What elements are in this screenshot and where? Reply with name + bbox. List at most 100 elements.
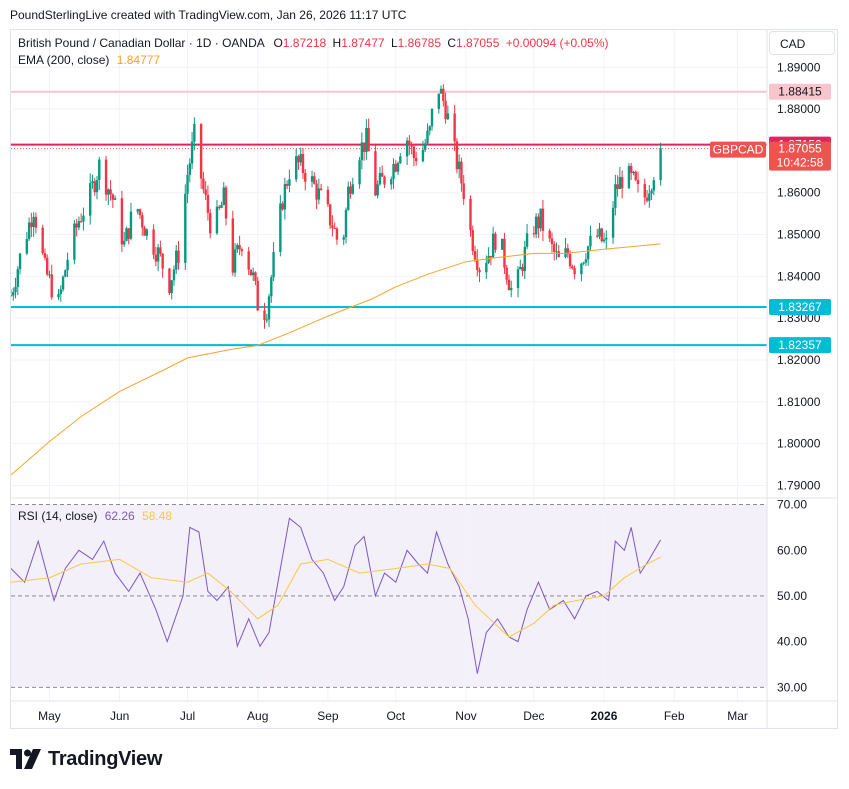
candle-body — [231, 218, 235, 273]
candle-body — [643, 184, 646, 198]
time-tick-label: Jun — [110, 709, 129, 723]
candle-body — [152, 229, 155, 255]
low-label: L — [390, 36, 398, 50]
candle-body — [525, 233, 529, 247]
instrument-title: British Pound / Canadian Dollar · 1D · O… — [18, 36, 265, 50]
candle-body — [41, 227, 44, 254]
candle-body — [586, 246, 590, 260]
candle-body — [444, 100, 447, 120]
candle-body — [351, 184, 354, 194]
candle-body — [143, 227, 146, 236]
candle-body — [473, 251, 477, 260]
candle-body — [650, 190, 653, 194]
candle-body — [107, 189, 110, 195]
candle-body — [141, 215, 144, 228]
candle-body — [598, 228, 601, 237]
price-tick-label: 1.81000 — [777, 395, 821, 409]
candle-body — [317, 188, 321, 200]
candle-body — [328, 204, 332, 226]
candle-body — [265, 319, 268, 321]
candle-body — [589, 235, 592, 247]
candle-body — [75, 223, 78, 228]
candle-body — [333, 227, 336, 229]
close-label: C — [447, 36, 457, 50]
candle-body — [236, 245, 239, 250]
rsi-legend[interactable]: RSI (14, close) 62.26 58.48 — [18, 509, 172, 523]
price-tick-label: 1.80000 — [777, 437, 821, 451]
tradingview-brand[interactable]: TradingView — [10, 746, 162, 772]
candle-body — [620, 177, 624, 189]
rsi-value: 62.26 — [104, 509, 135, 523]
time-axis[interactable]: May Jun Jul Aug Sep Oct Nov Dec 2026 Feb Mar — [38, 709, 748, 723]
time-tick-label: Dec — [523, 709, 544, 723]
candle-body — [614, 184, 617, 208]
candle-body — [376, 184, 379, 196]
candle-body — [199, 123, 203, 179]
candle-body — [550, 238, 554, 245]
time-tick-label: Oct — [386, 709, 405, 723]
high-value: 1.87477 — [341, 36, 385, 50]
rsi-lines — [11, 517, 662, 674]
candle-body — [93, 181, 96, 193]
candle-body — [238, 245, 241, 250]
chart-panel[interactable]: 1.79000 1.80000 1.81000 1.82000 1.83000 1.840… — [10, 29, 838, 729]
candle-body — [310, 176, 314, 182]
candle-body — [347, 186, 350, 210]
candle-body — [125, 228, 128, 241]
candle-body — [494, 233, 497, 250]
candle-body — [25, 239, 29, 254]
candle-body — [410, 145, 413, 147]
candle-body — [297, 156, 300, 163]
price-tick-label: 1.82000 — [777, 353, 821, 367]
rsi-axis[interactable]: 30.00 40.00 50.00 60.00 70.00 — [777, 498, 807, 695]
candle-body — [220, 204, 223, 208]
candle-body — [313, 176, 316, 184]
candle-body — [270, 277, 273, 297]
candle-body — [507, 279, 511, 291]
candle-body — [537, 216, 540, 229]
candle-body — [516, 269, 520, 289]
candle-body — [523, 246, 527, 272]
candle-body — [82, 215, 85, 222]
candle-body — [381, 173, 384, 177]
candle-body — [462, 183, 465, 199]
candle-body — [539, 208, 542, 229]
chart-canvas[interactable]: 1.790001.800001.810001.820001.830001.840… — [11, 30, 837, 728]
candle-body — [66, 259, 69, 271]
candle-body — [95, 180, 99, 193]
candle-body — [186, 174, 189, 194]
candle-body — [503, 238, 506, 268]
candle-body — [240, 249, 244, 252]
candle-body — [50, 274, 53, 298]
candle-body — [120, 198, 124, 245]
candle-body — [172, 269, 176, 281]
symbol-tag — [710, 141, 766, 158]
candle-body — [247, 251, 250, 270]
time-tick-label: 2026 — [591, 709, 618, 723]
candle-body — [437, 93, 440, 109]
ema-legend[interactable]: EMA (200, close) 1.84777 — [18, 53, 160, 67]
open-value: 1.87218 — [282, 36, 327, 50]
last-price-countdown: 10:42:58 — [777, 156, 824, 170]
candle-body — [154, 254, 158, 262]
price-tick-label: 1.88000 — [777, 102, 821, 116]
candle-body — [426, 130, 429, 144]
candle-body — [89, 183, 92, 216]
candle-body — [145, 229, 149, 236]
candle-body — [648, 193, 651, 201]
symbol-tag-label: GBPCAD — [713, 143, 764, 157]
candle-body — [91, 181, 94, 184]
candle-body — [16, 269, 19, 287]
price-tick-label: 1.85000 — [777, 228, 821, 242]
candle-body — [202, 178, 205, 190]
candle-body — [652, 180, 656, 191]
candle-body — [392, 163, 395, 180]
candle-body — [580, 263, 583, 275]
candle-body — [568, 254, 572, 267]
price-level-tag-label: 1.82357 — [778, 338, 822, 352]
currency-button[interactable]: CAD — [769, 31, 835, 55]
main-legend[interactable]: British Pound / Canadian Dollar · 1D · O… — [18, 36, 609, 50]
high-label: H — [332, 36, 342, 50]
candle-body — [251, 272, 255, 276]
candle-body — [79, 221, 83, 223]
